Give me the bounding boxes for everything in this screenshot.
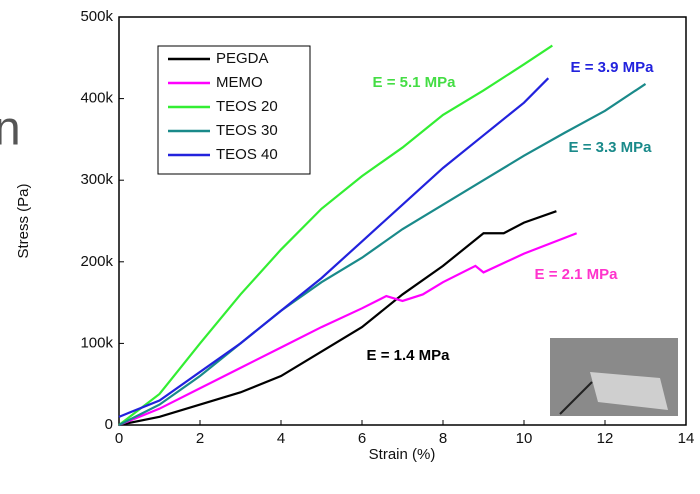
series-line [118, 232, 578, 427]
legend-box [157, 45, 311, 175]
legend-label: TEOS 20 [216, 98, 278, 115]
y-axis-label: Stress (Pa) [15, 183, 32, 258]
annotation: E = 3.3 MPa [569, 139, 653, 156]
x-axis-label: Strain (%) [369, 446, 436, 463]
y-tick-label: 400k [80, 90, 113, 107]
series-line [118, 210, 557, 427]
y-tick-label: 200k [80, 253, 113, 270]
x-tick-label: 2 [196, 430, 204, 447]
legend-label: PEGDA [216, 50, 269, 67]
x-tick-label: 10 [516, 430, 533, 447]
series-line [118, 77, 550, 418]
legend-label: MEMO [216, 74, 263, 91]
x-tick-label: 4 [277, 430, 285, 447]
x-tick-label: 6 [358, 430, 366, 447]
annotation: E = 2.1 MPa [535, 266, 619, 283]
y-tick-label: 0 [105, 416, 113, 433]
inset-photo [550, 338, 678, 416]
series-line [118, 44, 553, 426]
annotation: E = 5.1 MPa [373, 74, 457, 91]
x-tick-label: 14 [678, 430, 695, 447]
y-tick-label: 300k [80, 171, 113, 188]
x-tick-label: 12 [597, 430, 614, 447]
x-tick-label: 0 [115, 430, 123, 447]
y-tick-label: 100k [80, 334, 113, 351]
background-fragment: n [0, 103, 21, 156]
legend-label: TEOS 40 [216, 146, 278, 163]
legend-label: TEOS 30 [216, 122, 278, 139]
annotation: E = 3.9 MPa [571, 59, 655, 76]
series-line [118, 82, 647, 426]
plot-frame [118, 16, 687, 426]
x-tick-label: 8 [439, 430, 447, 447]
y-tick-label: 500k [80, 8, 113, 25]
annotation: E = 1.4 MPa [367, 347, 451, 364]
